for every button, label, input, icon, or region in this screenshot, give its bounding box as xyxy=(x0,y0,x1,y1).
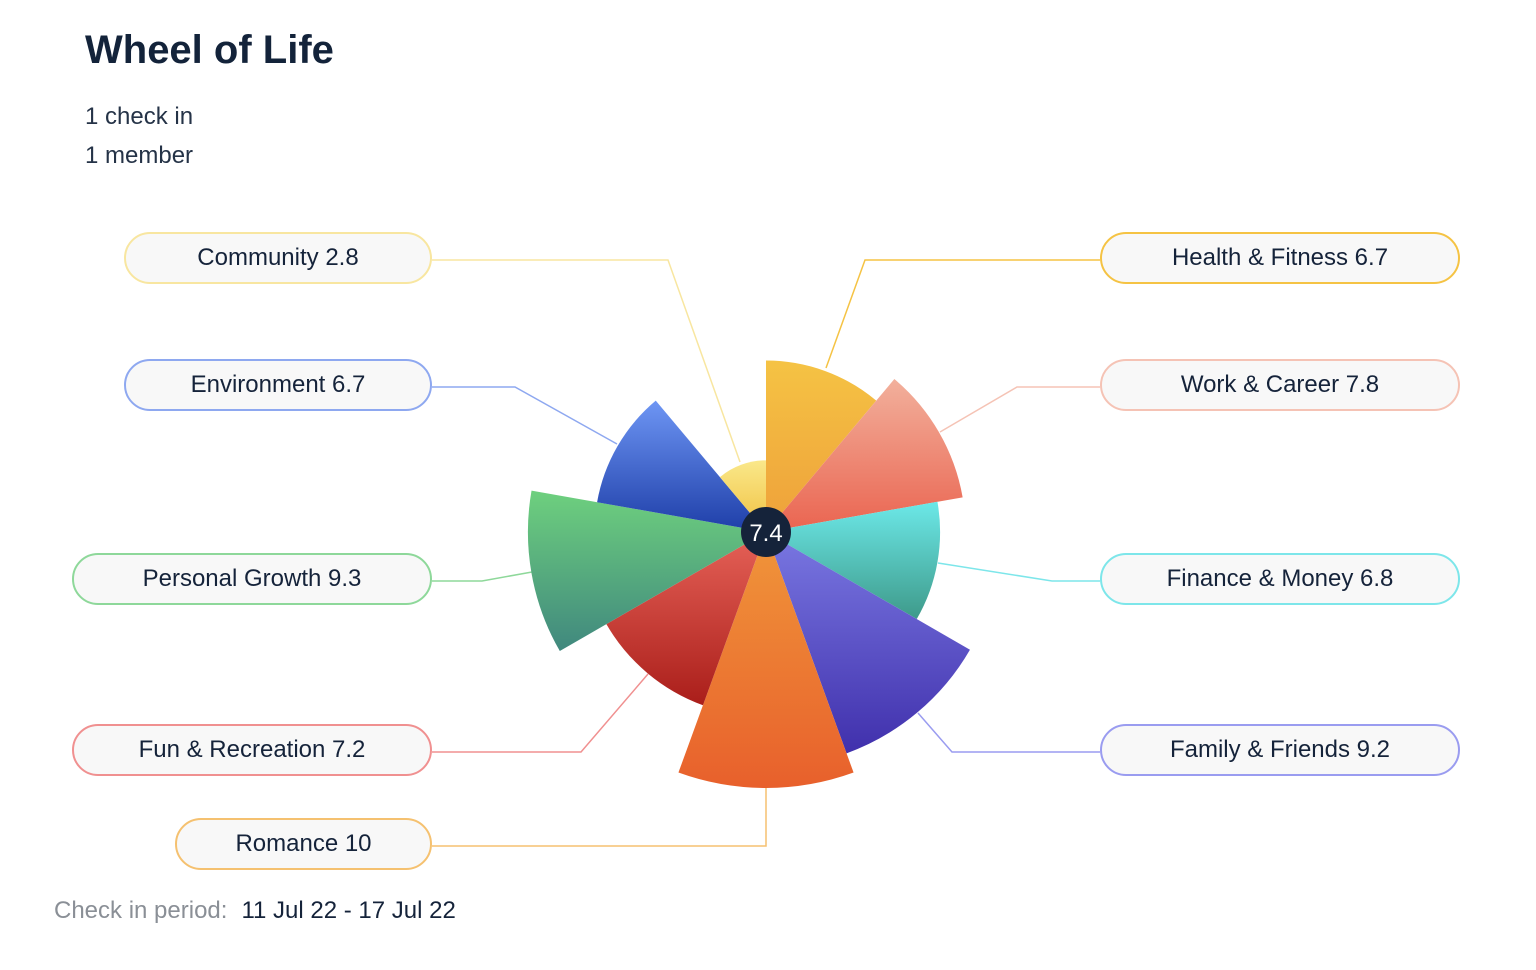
leader-line xyxy=(937,562,1100,582)
leader-line xyxy=(432,571,533,582)
wedge-work-career[interactable] xyxy=(766,379,963,532)
leader-line xyxy=(917,712,1100,753)
leader-line xyxy=(432,259,741,463)
period-label: Check in period: xyxy=(54,897,228,924)
category-label[interactable]: Finance & Money 6.8 xyxy=(1100,553,1460,605)
check-in-count: 1 check in xyxy=(85,103,194,130)
center-value: 7.4 xyxy=(749,520,782,547)
category-label[interactable]: Fun & Recreation 7.2 xyxy=(72,724,432,776)
category-label[interactable]: Environment 6.7 xyxy=(124,359,432,411)
check-in-period: Check in period: 11 Jul 22 - 17 Jul 22 xyxy=(54,897,456,925)
wedge-environment[interactable] xyxy=(597,400,766,532)
category-label[interactable]: Health & Fitness 6.7 xyxy=(1100,232,1460,284)
category-label[interactable]: Family & Friends 9.2 xyxy=(1100,724,1460,776)
wedge-finance-money[interactable] xyxy=(766,501,941,620)
period-value: 11 Jul 22 - 17 Jul 22 xyxy=(241,897,456,924)
wedge-family-friends[interactable] xyxy=(766,532,970,754)
center-badge xyxy=(741,507,791,557)
leader-line xyxy=(939,386,1100,433)
wedge-fun-recreation[interactable] xyxy=(606,532,766,706)
category-label[interactable]: Romance 10 xyxy=(175,818,432,870)
leader-line xyxy=(432,787,767,847)
page-title: Wheel of Life xyxy=(85,28,334,72)
category-label[interactable]: Community 2.8 xyxy=(124,232,432,284)
member-count: 1 member xyxy=(85,142,194,169)
category-label[interactable]: Personal Growth 9.3 xyxy=(72,553,432,605)
leader-line xyxy=(432,673,649,753)
wedge-personal-growth[interactable] xyxy=(527,490,766,652)
category-label[interactable]: Work & Career 7.8 xyxy=(1100,359,1460,411)
leader-line xyxy=(432,386,618,445)
leader-line xyxy=(825,259,1100,369)
wedge-romance[interactable] xyxy=(678,532,854,788)
wedge-health-fitness[interactable] xyxy=(766,360,877,532)
